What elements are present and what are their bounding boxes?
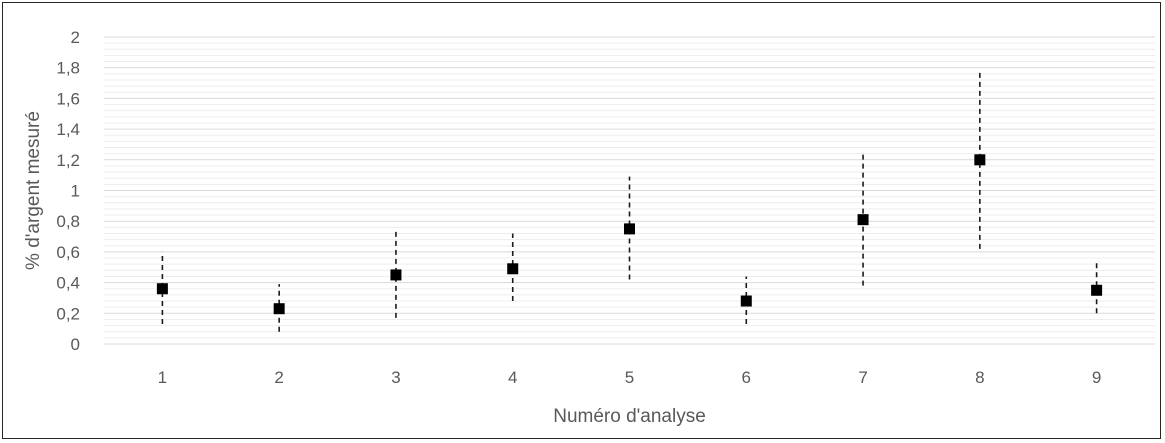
y-tick-label: 1,4 bbox=[56, 120, 80, 139]
error-bars bbox=[161, 69, 1098, 332]
data-point bbox=[156, 283, 168, 295]
y-tick-label: 0,8 bbox=[56, 212, 80, 231]
y-tick-label: 1 bbox=[71, 182, 80, 201]
y-tick-label: 2 bbox=[71, 28, 80, 47]
y-axis-title: % d'argent mesuré bbox=[23, 111, 44, 270]
y-tick-label: 1,2 bbox=[56, 151, 80, 170]
x-tick-label: 4 bbox=[508, 368, 517, 387]
data-points bbox=[156, 154, 1103, 315]
x-tick-label: 2 bbox=[274, 368, 283, 387]
grid-lines bbox=[104, 36, 1155, 345]
x-tick-label: 8 bbox=[975, 368, 984, 387]
y-tick-label: 1,6 bbox=[56, 89, 80, 108]
x-tick-label: 3 bbox=[391, 368, 400, 387]
data-point bbox=[507, 263, 519, 275]
data-point bbox=[1091, 284, 1103, 296]
x-tick-label: 7 bbox=[858, 368, 867, 387]
y-tick-labels: 0 0,2 0,4 0,6 0,8 1 1,2 1,4 1,6 1,8 2 bbox=[56, 28, 80, 354]
data-point bbox=[273, 303, 285, 315]
data-point bbox=[740, 295, 752, 307]
data-point bbox=[624, 223, 635, 235]
y-tick-label: 0,4 bbox=[56, 274, 80, 293]
y-tick-label: 0,6 bbox=[56, 243, 80, 262]
y-tick-label: 1,8 bbox=[56, 59, 80, 78]
x-tick-label: 1 bbox=[158, 368, 167, 387]
data-point bbox=[857, 214, 869, 226]
x-tick-label: 6 bbox=[742, 368, 751, 387]
data-point bbox=[390, 269, 402, 281]
x-tick-label: 5 bbox=[625, 368, 634, 387]
x-tick-labels: 1 2 3 4 5 6 7 8 9 bbox=[158, 368, 1102, 387]
y-tick-label: 0 bbox=[71, 335, 80, 354]
x-axis-title: Numéro d'analyse bbox=[553, 406, 706, 427]
data-point bbox=[974, 154, 986, 166]
y-tick-label: 0,2 bbox=[56, 304, 80, 323]
x-tick-label: 9 bbox=[1092, 368, 1101, 387]
